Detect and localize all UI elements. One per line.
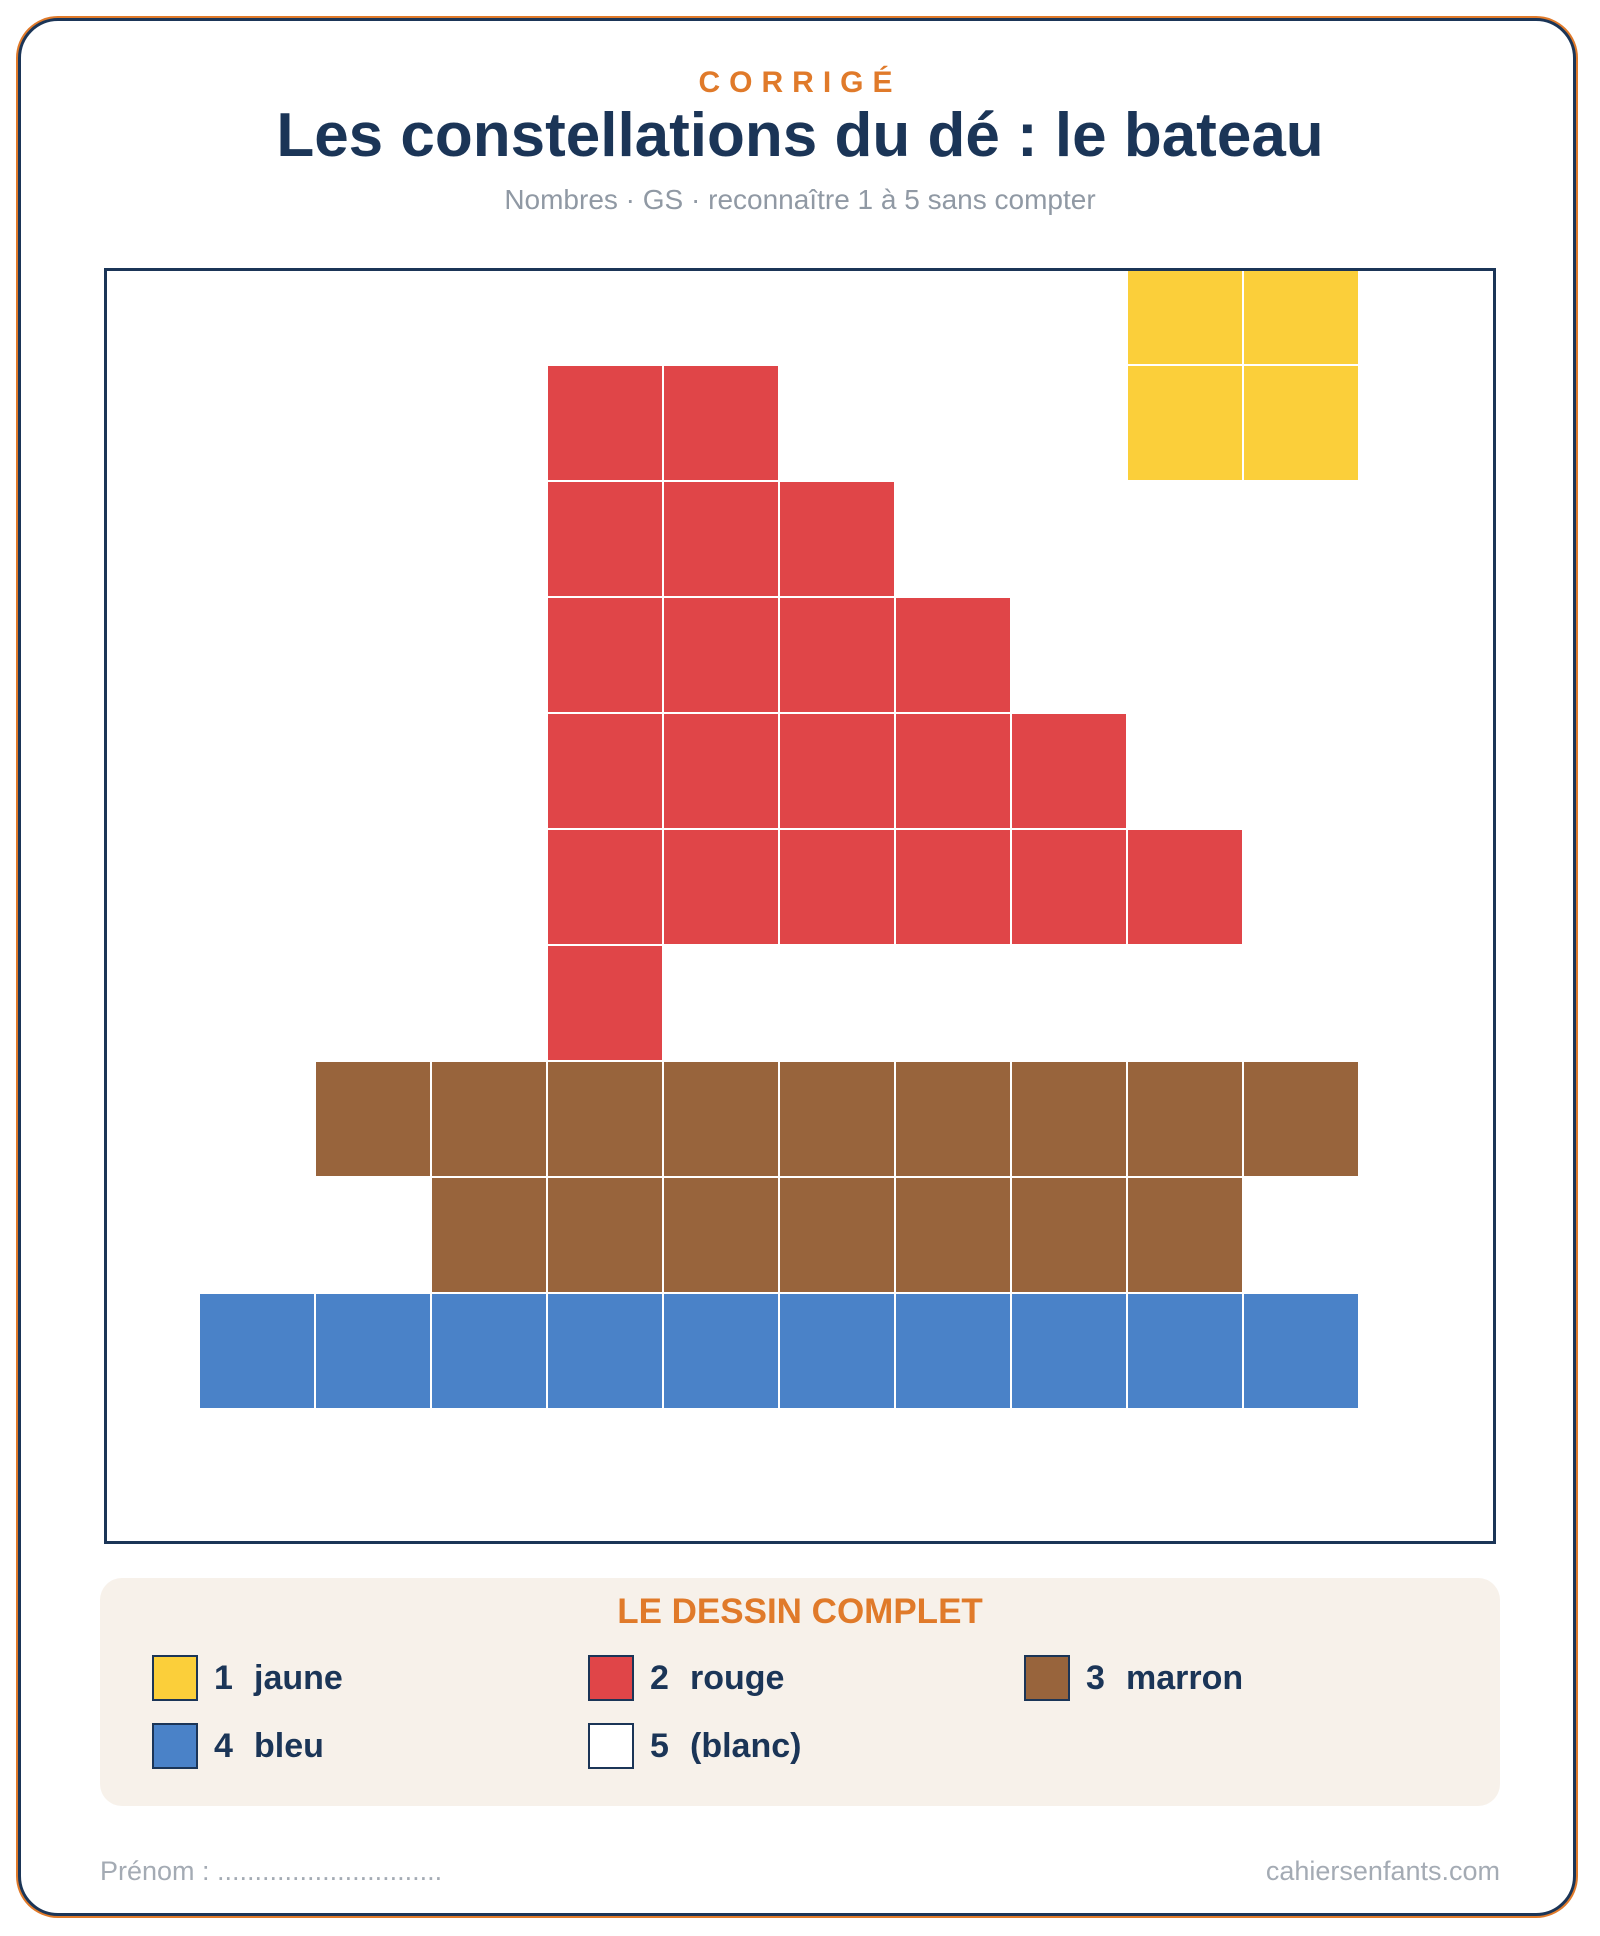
site-credit: cahiersenfants.com bbox=[1265, 1856, 1500, 1886]
grid-cell bbox=[548, 1062, 662, 1176]
grid-cell bbox=[1012, 714, 1126, 828]
grid-cell bbox=[1012, 1062, 1126, 1176]
legend-item-red: 2 rouge bbox=[588, 1654, 784, 1702]
grid-cell bbox=[664, 1294, 778, 1408]
grid-cell bbox=[896, 1178, 1010, 1292]
legend-swatch bbox=[1024, 1655, 1070, 1701]
pixel-grid-frame bbox=[104, 268, 1496, 1544]
grid-cell bbox=[548, 1294, 662, 1408]
grid-cell bbox=[1128, 1178, 1242, 1292]
grid-cell bbox=[896, 1062, 1010, 1176]
grid-cell bbox=[896, 714, 1010, 828]
grid-cell bbox=[664, 714, 778, 828]
grid-cell bbox=[1244, 1062, 1358, 1176]
grid-cell bbox=[548, 830, 662, 944]
grid-cell bbox=[1128, 1294, 1242, 1408]
grid-cell bbox=[432, 1294, 546, 1408]
grid-cell bbox=[316, 1062, 430, 1176]
legend-label: rouge bbox=[690, 1658, 785, 1697]
legend-label: marron bbox=[1126, 1658, 1244, 1697]
legend-label: bleu bbox=[254, 1726, 324, 1765]
legend-panel: LE DESSIN COMPLET 1 jaune 2 rouge 3 marr… bbox=[100, 1578, 1500, 1806]
grid-cell bbox=[1128, 366, 1242, 480]
grid-cell bbox=[432, 1062, 546, 1176]
grid-cell bbox=[1012, 1294, 1126, 1408]
grid-cell bbox=[896, 830, 1010, 944]
grid-cell bbox=[1128, 1062, 1242, 1176]
grid-cell bbox=[1012, 1178, 1126, 1292]
grid-cell bbox=[432, 1178, 546, 1292]
grid-cell bbox=[780, 1294, 894, 1408]
grid-cell bbox=[1244, 1294, 1358, 1408]
grid-cell bbox=[780, 1178, 894, 1292]
grid-cell bbox=[664, 1062, 778, 1176]
grid-cell bbox=[548, 714, 662, 828]
grid-cell bbox=[780, 598, 894, 712]
grid-cell bbox=[896, 598, 1010, 712]
grid-cell bbox=[548, 482, 662, 596]
grid-cell bbox=[664, 482, 778, 596]
legend-number: 1 bbox=[214, 1658, 233, 1697]
grid-cell bbox=[664, 1178, 778, 1292]
grid-cell bbox=[780, 830, 894, 944]
grid-cell bbox=[200, 1294, 314, 1408]
grid-cell bbox=[780, 714, 894, 828]
grid-cell bbox=[548, 598, 662, 712]
grid-cell bbox=[1128, 830, 1242, 944]
legend-swatch bbox=[588, 1723, 634, 1769]
grid-cell bbox=[316, 1294, 430, 1408]
name-field-label: Prénom : .............................. bbox=[100, 1856, 443, 1886]
legend-number: 5 bbox=[650, 1726, 669, 1765]
legend-item-blue: 4 bleu bbox=[152, 1722, 324, 1770]
pixel-grid bbox=[200, 271, 1358, 1408]
legend-swatch bbox=[588, 1655, 634, 1701]
legend-title: LE DESSIN COMPLET bbox=[617, 1592, 983, 1631]
legend-item-yellow: 1 jaune bbox=[152, 1654, 343, 1702]
legend-item-white: 5 (blanc) bbox=[588, 1722, 801, 1770]
grid-cell bbox=[780, 1062, 894, 1176]
grid-cell bbox=[664, 366, 778, 480]
grid-cell bbox=[780, 482, 894, 596]
grid-cell bbox=[664, 598, 778, 712]
legend-swatch bbox=[152, 1723, 198, 1769]
legend-label: (blanc) bbox=[690, 1726, 802, 1765]
page-title: Les constellations du dé : le bateau bbox=[276, 101, 1324, 170]
legend-swatch bbox=[152, 1655, 198, 1701]
page-subtitle: Nombres · GS · reconnaître 1 à 5 sans co… bbox=[504, 184, 1096, 215]
grid-cell bbox=[1244, 271, 1358, 364]
grid-cell bbox=[548, 366, 662, 480]
legend-number: 2 bbox=[650, 1658, 669, 1697]
grid-cell bbox=[1012, 830, 1126, 944]
grid-cell bbox=[1244, 366, 1358, 480]
legend-number: 3 bbox=[1086, 1658, 1105, 1697]
grid-cell bbox=[548, 946, 662, 1060]
grid-cell bbox=[664, 830, 778, 944]
legend-item-brown: 3 marron bbox=[1024, 1654, 1243, 1702]
grid-cell bbox=[1128, 271, 1242, 364]
legend-number: 4 bbox=[214, 1726, 233, 1765]
legend-label: jaune bbox=[254, 1658, 343, 1697]
answer-key-label: CORRIGÉ bbox=[698, 66, 902, 99]
grid-cell bbox=[896, 1294, 1010, 1408]
grid-cell bbox=[548, 1178, 662, 1292]
